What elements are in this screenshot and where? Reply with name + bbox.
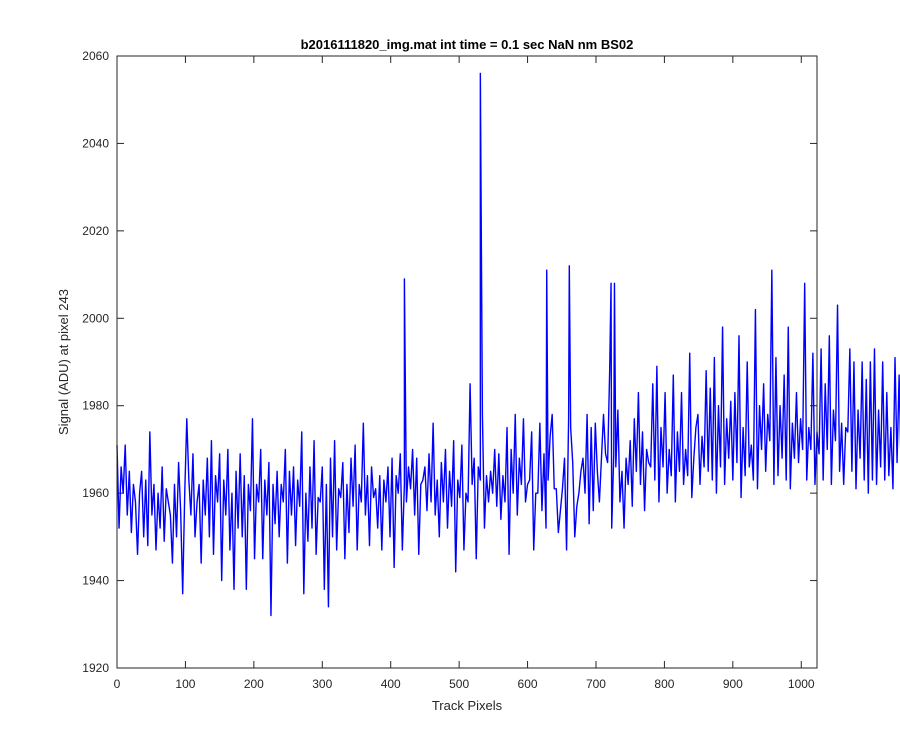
y-tick-label: 2000 [82,311,109,325]
y-tick-label: 2060 [82,49,109,63]
y-tick-label: 2020 [82,224,109,238]
y-tick-label: 1920 [82,661,109,675]
x-tick-label: 300 [312,677,332,691]
x-tick-label: 600 [518,677,538,691]
axis-ticks [116,55,817,669]
y-tick-label: 1960 [82,486,109,500]
x-tick-label: 100 [175,677,195,691]
x-tick-label: 500 [449,677,469,691]
x-tick-label: 700 [586,677,606,691]
x-tick-label: 200 [244,677,264,691]
x-tick-label: 400 [381,677,401,691]
x-tick-label: 900 [723,677,743,691]
x-axis-label: Track Pixels [432,698,503,713]
chart-title: b2016111820_img.mat int time = 0.1 sec N… [301,37,634,52]
data-series [116,72,900,617]
series-line [116,72,900,617]
axis-tick-labels: 0 100 200 300 400 500 600 700 800 900 1000 1920 1940… [82,49,815,691]
plot-frame [116,55,818,669]
x-tick-label: 1000 [788,677,815,691]
x-tick-label: 800 [654,677,674,691]
y-tick-label: 1940 [82,574,109,588]
y-tick-label: 1980 [82,399,109,413]
y-tick-label: 2040 [82,136,109,150]
y-axis-label: Signal (ADU) at pixel 243 [56,289,71,435]
x-tick-label: 0 [114,677,121,691]
